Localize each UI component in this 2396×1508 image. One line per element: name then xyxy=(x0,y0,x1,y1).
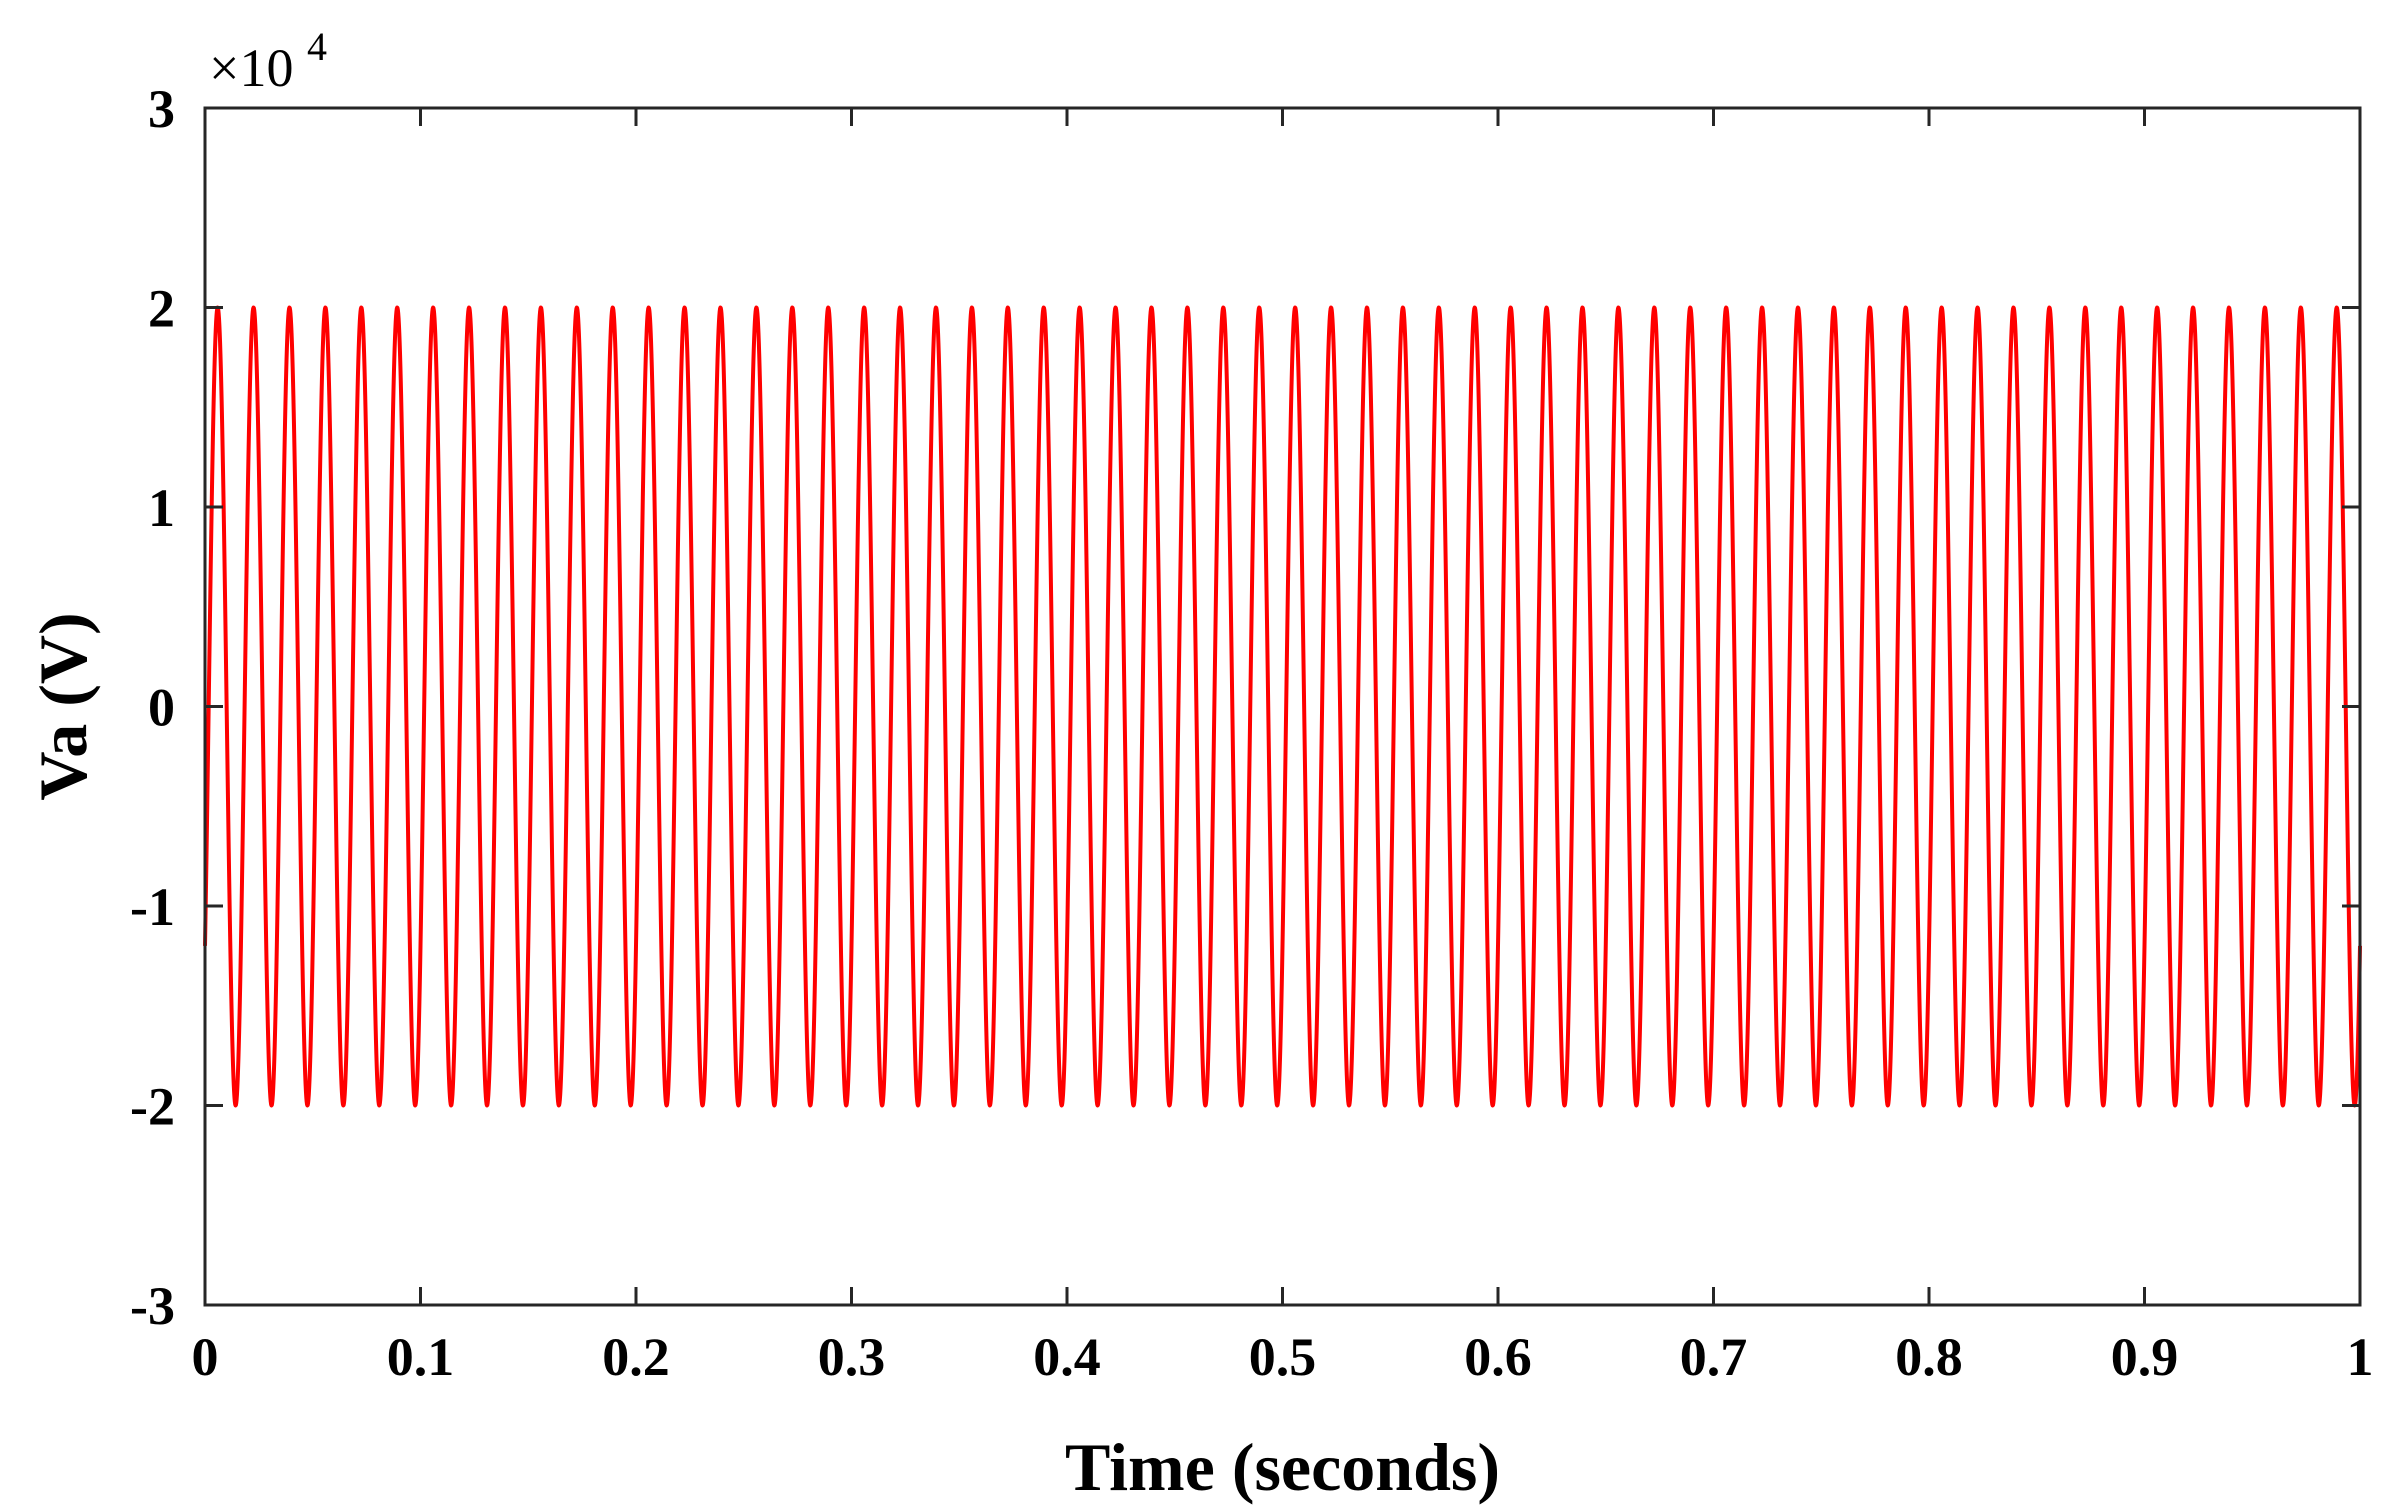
y-exponent-power: 4 xyxy=(307,24,327,69)
x-tick-label: 0.6 xyxy=(1464,1327,1532,1387)
y-exponent-base: ×10 xyxy=(209,38,293,98)
x-tick-label: 0.1 xyxy=(387,1327,455,1387)
x-tick-label: 0.8 xyxy=(1895,1327,1963,1387)
y-tick-label: -1 xyxy=(130,877,175,937)
x-tick-label: 0.3 xyxy=(818,1327,886,1387)
x-tick-label: 0 xyxy=(192,1327,219,1387)
y-tick-label: 3 xyxy=(148,79,175,139)
ticks-layer: 0 0.1 0.2 0.3 0.4 0.5 0.6 0.7 0.8 0.9 1 3 2 1 0 -1 -2 -3 xyxy=(130,79,2373,1387)
y-tick-label: -3 xyxy=(130,1276,175,1336)
y-tick-label: 0 xyxy=(148,678,175,738)
y-tick-label: -2 xyxy=(130,1077,175,1137)
x-axis-label: Time (seconds) xyxy=(1065,1429,1500,1505)
x-tick-label: 0.4 xyxy=(1033,1327,1101,1387)
x-tick-label: 0.5 xyxy=(1249,1327,1317,1387)
x-tick-label: 0.7 xyxy=(1680,1327,1748,1387)
y-tick-label: 2 xyxy=(148,279,175,339)
series-line-0 xyxy=(203,305,2362,1108)
y-tick-label: 1 xyxy=(148,478,175,538)
series-layer xyxy=(203,305,2362,1108)
y-axis-label: Va (V) xyxy=(25,612,101,800)
x-tick-label: 0.2 xyxy=(602,1327,670,1387)
y-axis-exponent: ×10 4 xyxy=(209,24,327,98)
x-tick-label: 1 xyxy=(2347,1327,2374,1387)
x-tick-label: 0.9 xyxy=(2111,1327,2179,1387)
